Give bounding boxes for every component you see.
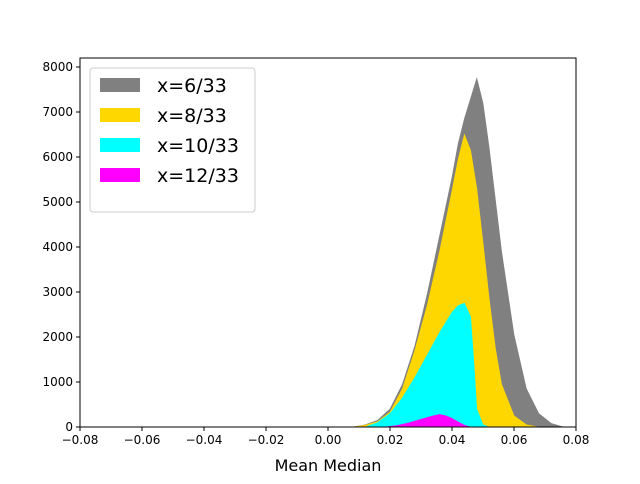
y-tick-label: 4000 bbox=[42, 240, 73, 254]
y-axis-ticks: 0 1000 2000 3000 4000 5000 6000 7000 8000 bbox=[42, 60, 80, 434]
x-tick-label: 0.08 bbox=[563, 433, 590, 447]
legend-label-2: x=10/33 bbox=[157, 135, 239, 157]
legend-swatch-1 bbox=[100, 108, 140, 122]
y-tick-label: 1000 bbox=[42, 375, 73, 389]
legend: x=6/33 x=8/33 x=10/33 x=12/33 bbox=[89, 67, 256, 213]
legend-label-3: x=12/33 bbox=[157, 165, 239, 187]
x-tick-label: 0.04 bbox=[439, 433, 466, 447]
x-axis-label: Mean Median bbox=[275, 456, 382, 475]
series-layer bbox=[352, 77, 564, 428]
legend-swatch-2 bbox=[100, 138, 140, 152]
series-area-3 bbox=[383, 414, 471, 428]
x-tick-label: 0.02 bbox=[377, 433, 404, 447]
y-tick-label: 6000 bbox=[42, 150, 73, 164]
x-tick-label: 0.00 bbox=[315, 433, 342, 447]
x-tick-label: −0.06 bbox=[124, 433, 161, 447]
y-tick-label: 7000 bbox=[42, 105, 73, 119]
y-tick-label: 2000 bbox=[42, 330, 73, 344]
x-tick-label: −0.02 bbox=[248, 433, 285, 447]
legend-swatch-0 bbox=[100, 78, 140, 92]
legend-label-1: x=8/33 bbox=[157, 105, 227, 127]
legend-label-0: x=6/33 bbox=[157, 75, 227, 97]
x-tick-label: −0.08 bbox=[62, 433, 99, 447]
x-tick-label: 0.06 bbox=[501, 433, 528, 447]
y-tick-label: 5000 bbox=[42, 195, 73, 209]
y-tick-label: 8000 bbox=[42, 60, 73, 74]
y-tick-label: 0 bbox=[65, 420, 73, 434]
x-tick-label: −0.04 bbox=[186, 433, 223, 447]
x-axis-ticks: −0.08 −0.06 −0.04 −0.02 0.00 0.02 0.04 0.06 0.08 bbox=[62, 427, 590, 447]
y-tick-label: 3000 bbox=[42, 285, 73, 299]
series-area-1 bbox=[352, 133, 552, 428]
legend-swatch-3 bbox=[100, 168, 140, 182]
series-area-2 bbox=[365, 302, 490, 428]
